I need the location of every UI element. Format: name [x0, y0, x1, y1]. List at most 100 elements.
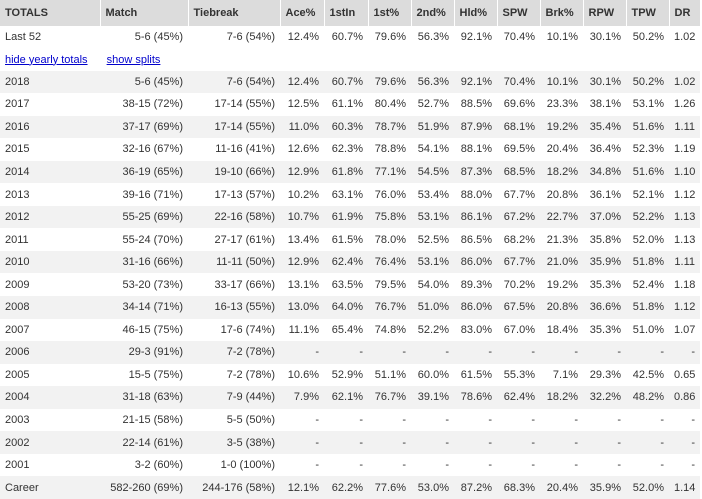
table-cell: 68.2% — [503, 233, 535, 246]
column-header-1stin[interactable]: 1stIn — [324, 0, 369, 26]
column-header-dr[interactable]: DR — [669, 0, 700, 26]
table-cell: 86.5% — [460, 233, 492, 246]
column-header-ace[interactable]: Ace% — [280, 0, 325, 26]
table-cell: 61.5% — [460, 368, 492, 381]
table-cell: 86.0% — [454, 296, 497, 319]
show-splits-link[interactable]: show splits — [106, 53, 161, 66]
table-cell: 51.0% — [632, 323, 664, 336]
table-cell: 76.7% — [368, 296, 411, 319]
table-cell: - — [497, 341, 540, 364]
row-label: 2011 — [5, 233, 29, 246]
table-cell: 54.0% — [417, 278, 449, 291]
table-cell: 22-14 (61%) — [100, 431, 188, 454]
table-row: 2003 21-15 (58%) 5-5 (50%) - - - - - - - - - - — [0, 409, 700, 432]
column-header-totals[interactable]: TOTALS — [0, 0, 101, 26]
table-cell: 48.2% — [626, 386, 669, 409]
table-cell: 86.1% — [454, 205, 497, 229]
table-cell: 52.2% — [417, 323, 449, 336]
column-header-brk[interactable]: Brk% — [540, 0, 584, 26]
table-cell: 17-13 (57%) — [214, 188, 275, 201]
table-cell: 65.4% — [331, 323, 363, 336]
column-header-1st[interactable]: 1st% — [368, 0, 412, 26]
table-cell: - — [497, 431, 540, 454]
column-header-hld[interactable]: Hld% — [454, 0, 498, 26]
table-row: 2014 36-19 (65%) 19-10 (66%) 12.9% 61.8% 77.1… — [0, 160, 700, 184]
table-cell: 50.2% — [632, 31, 664, 44]
row-label: 2008 — [0, 296, 100, 319]
table-cell: 7-6 (54%) — [188, 70, 280, 94]
table-cell: 51.6% — [626, 115, 669, 139]
table-cell: - — [454, 341, 497, 364]
table-cell: - — [626, 431, 669, 454]
table-cell: 7-6 (54%) — [226, 31, 275, 44]
table-cell: - — [445, 459, 449, 472]
table-cell: 61.9% — [324, 205, 368, 229]
table-cell: 10.7% — [280, 205, 324, 229]
table-cell: - — [411, 431, 454, 454]
table-cell: 52.2% — [626, 205, 669, 229]
table-cell: 67.7% — [497, 250, 540, 274]
table-cell: 1.10 — [669, 160, 700, 184]
table-cell: 92.1% — [454, 70, 497, 94]
table-cell: 54.5% — [411, 160, 454, 184]
table-cell: 78.7% — [368, 115, 411, 139]
table-cell: 62.4% — [497, 386, 540, 409]
column-header-tpw[interactable]: TPW — [626, 0, 670, 26]
table-cell: 18.4% — [546, 323, 578, 336]
row-label: 2002 — [0, 431, 100, 454]
table-cell: 1-0 (100%) — [220, 459, 275, 472]
table-cell: 68.3% — [497, 476, 540, 499]
table-cell: 35.4% — [583, 115, 626, 139]
table-cell: 32.2% — [583, 386, 626, 409]
table-cell: 11.1% — [288, 323, 319, 336]
column-header-match[interactable]: Match — [100, 0, 189, 26]
table-cell: - — [540, 431, 583, 454]
column-header-tiebreak[interactable]: Tiebreak — [188, 0, 281, 26]
table-cell: 1.13 — [674, 233, 696, 246]
table-cell: 11.0% — [280, 115, 324, 139]
column-header-spw[interactable]: SPW — [497, 0, 541, 26]
toggle-links-cell: hide yearly totals show splits — [0, 49, 700, 71]
table-cell: 1.19 — [674, 143, 696, 156]
table-cell: 3-5 (38%) — [188, 431, 280, 454]
table-cell: 7.1% — [552, 368, 578, 381]
table-row: 2006 29-3 (91%) 7-2 (78%) - - - - - - - - - - — [0, 341, 700, 364]
table-cell: 7-9 (44%) — [188, 386, 280, 409]
table-cell: - — [280, 341, 324, 364]
table-cell: 79.6% — [368, 70, 411, 94]
row-label: 2005 — [5, 368, 30, 381]
table-cell: - — [531, 414, 535, 427]
table-cell: 67.7% — [503, 188, 535, 201]
table-cell: 52.4% — [632, 278, 664, 291]
table-cell: 18.2% — [540, 386, 583, 409]
table-cell: 86.0% — [454, 250, 497, 274]
table-cell: 30.1% — [589, 31, 621, 44]
table-cell: - — [359, 414, 363, 427]
table-cell: 29.3% — [589, 368, 621, 381]
table-cell: - — [324, 341, 368, 364]
column-header-rpw[interactable]: RPW — [583, 0, 627, 26]
table-row: 2009 53-20 (73%) 33-17 (66%) 13.1% 63.5% 79.5… — [0, 273, 700, 296]
column-header-2nd[interactable]: 2nd% — [411, 0, 455, 26]
table-cell: 52.5% — [417, 233, 449, 246]
table-cell: 38.1% — [589, 98, 621, 111]
table-cell: 61.1% — [331, 98, 363, 111]
table-cell: 70.4% — [503, 31, 535, 44]
table-cell: 56.3% — [411, 70, 454, 94]
row-label: 2003 — [5, 414, 30, 427]
table-cell: - — [324, 431, 368, 454]
hide-yearly-totals-link[interactable]: hide yearly totals — [5, 53, 88, 66]
table-cell: 5-6 (45%) — [100, 70, 188, 94]
table-cell: 1.26 — [674, 98, 696, 111]
table-cell: 61.8% — [324, 160, 368, 184]
table-cell: 87.9% — [454, 115, 497, 139]
table-cell: 1.02 — [674, 31, 696, 44]
row-label: 2015 — [5, 143, 30, 156]
table-row: 2015 32-16 (67%) 11-16 (41%) 12.6% 62.3% 78.8… — [0, 138, 700, 161]
table-cell: 21-15 (58%) — [122, 414, 183, 427]
table-cell: 13.1% — [287, 278, 319, 291]
table-cell: 0.86 — [669, 386, 700, 409]
table-cell: 19-10 (66%) — [188, 160, 280, 184]
table-cell: - — [488, 459, 492, 472]
table-cell: 36-19 (65%) — [100, 160, 188, 184]
